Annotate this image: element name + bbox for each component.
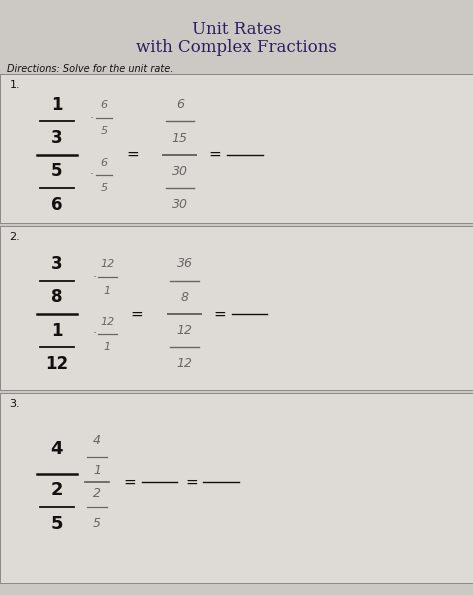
Text: Directions: Solve for the unit rate.: Directions: Solve for the unit rate. xyxy=(7,64,174,74)
Text: 3: 3 xyxy=(51,129,62,147)
Text: =: = xyxy=(185,474,198,490)
Text: ·: · xyxy=(90,111,94,124)
Text: 2: 2 xyxy=(93,487,101,500)
Text: 12: 12 xyxy=(176,358,193,370)
Text: 36: 36 xyxy=(176,258,193,270)
FancyBboxPatch shape xyxy=(0,74,473,223)
Text: 1: 1 xyxy=(51,321,62,340)
Text: 5: 5 xyxy=(51,515,63,533)
Text: 12: 12 xyxy=(176,324,193,337)
Text: ·: · xyxy=(92,327,96,340)
Text: 2: 2 xyxy=(51,481,63,499)
Text: 12: 12 xyxy=(45,355,68,373)
Text: 4: 4 xyxy=(51,440,63,458)
Text: with Complex Fractions: with Complex Fractions xyxy=(136,39,337,56)
Text: 4: 4 xyxy=(93,434,101,447)
Text: 6: 6 xyxy=(100,158,108,168)
Text: =: = xyxy=(126,147,139,162)
FancyBboxPatch shape xyxy=(0,226,473,390)
Text: 5: 5 xyxy=(100,183,108,193)
Text: ·: · xyxy=(90,168,94,181)
Text: =: = xyxy=(131,306,143,321)
Text: 30: 30 xyxy=(172,198,188,211)
Text: 5: 5 xyxy=(93,517,101,530)
Text: =: = xyxy=(124,474,136,490)
Text: 5: 5 xyxy=(100,126,108,136)
Text: 12: 12 xyxy=(100,317,114,327)
Text: 1: 1 xyxy=(104,286,111,296)
Text: 1.: 1. xyxy=(9,80,20,90)
Text: 1: 1 xyxy=(93,464,101,477)
Text: 5: 5 xyxy=(51,162,62,180)
Text: =: = xyxy=(214,306,226,321)
Text: 15: 15 xyxy=(172,131,188,145)
Text: 3.: 3. xyxy=(9,399,20,409)
Text: 1: 1 xyxy=(51,96,62,114)
Text: 8: 8 xyxy=(51,288,62,306)
Text: 8: 8 xyxy=(181,291,188,303)
Text: 6: 6 xyxy=(100,100,108,109)
Text: 30: 30 xyxy=(172,165,188,178)
FancyBboxPatch shape xyxy=(0,393,473,583)
Text: 12: 12 xyxy=(100,259,114,269)
Text: 6: 6 xyxy=(51,196,62,214)
Text: 3: 3 xyxy=(51,255,62,273)
Text: 2.: 2. xyxy=(9,232,20,242)
Text: 1: 1 xyxy=(104,342,111,352)
Text: Unit Rates: Unit Rates xyxy=(192,21,281,38)
Text: ·: · xyxy=(92,271,96,284)
Text: =: = xyxy=(209,147,221,162)
Text: 6: 6 xyxy=(176,98,184,111)
